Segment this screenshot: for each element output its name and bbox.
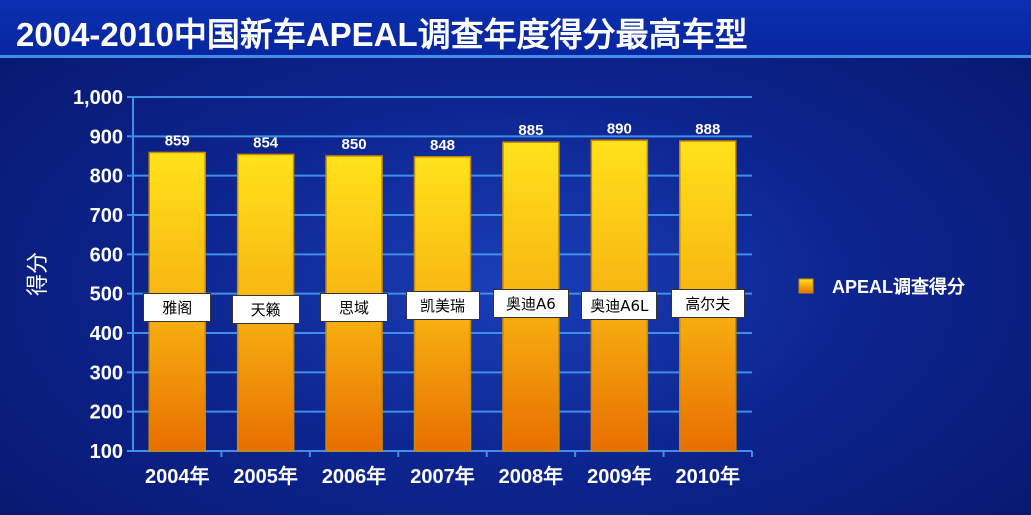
data-label: 848: [430, 137, 455, 154]
car-model-label: 雅阁: [143, 293, 212, 322]
data-label: 859: [165, 132, 190, 149]
car-model-label: 奥迪A6L: [581, 291, 658, 320]
y-axis-label: 得分: [26, 252, 51, 296]
x-tick-label: 2009年: [587, 464, 652, 488]
title-bar: 2004-2010中国新车APEAL调查年度得分最高车型: [0, 0, 1031, 58]
car-model-label: 奥迪A6: [492, 289, 569, 318]
x-tick-label: 2008年: [499, 464, 564, 488]
data-label: 890: [607, 120, 632, 137]
x-tick-label: 2007年: [410, 464, 475, 488]
y-tick-label: 300: [90, 362, 123, 384]
legend-label: APEAL调查得分: [832, 276, 965, 297]
data-label: 885: [518, 122, 543, 139]
y-tick-label: 600: [90, 244, 123, 266]
x-tick-label: 2004年: [145, 464, 210, 488]
y-tick-label: 400: [90, 323, 123, 345]
car-model-label: 高尔夫: [670, 289, 745, 318]
y-tick-label: 500: [90, 284, 123, 306]
data-label: 850: [342, 136, 367, 153]
legend-swatch: [798, 278, 814, 294]
y-tick-label: 700: [90, 205, 123, 227]
y-tick-label: 1,000: [73, 87, 123, 109]
y-tick-label: 100: [90, 441, 123, 463]
y-tick-label: 900: [90, 126, 123, 148]
x-tick-label: 2010年: [676, 464, 741, 488]
y-tick-label: 200: [90, 402, 123, 424]
y-tick-label: 800: [90, 166, 123, 188]
x-tick-label: 2006年: [322, 464, 387, 488]
car-model-label: 天籁: [231, 295, 300, 324]
x-tick-label: 2005年: [233, 464, 298, 488]
data-label: 854: [253, 134, 279, 151]
car-model-label: 思域: [320, 293, 389, 322]
car-model-label: 凯美瑞: [405, 291, 480, 320]
data-label: 888: [695, 121, 720, 138]
page-title: 2004-2010中国新车APEAL调查年度得分最高车型: [16, 16, 748, 53]
